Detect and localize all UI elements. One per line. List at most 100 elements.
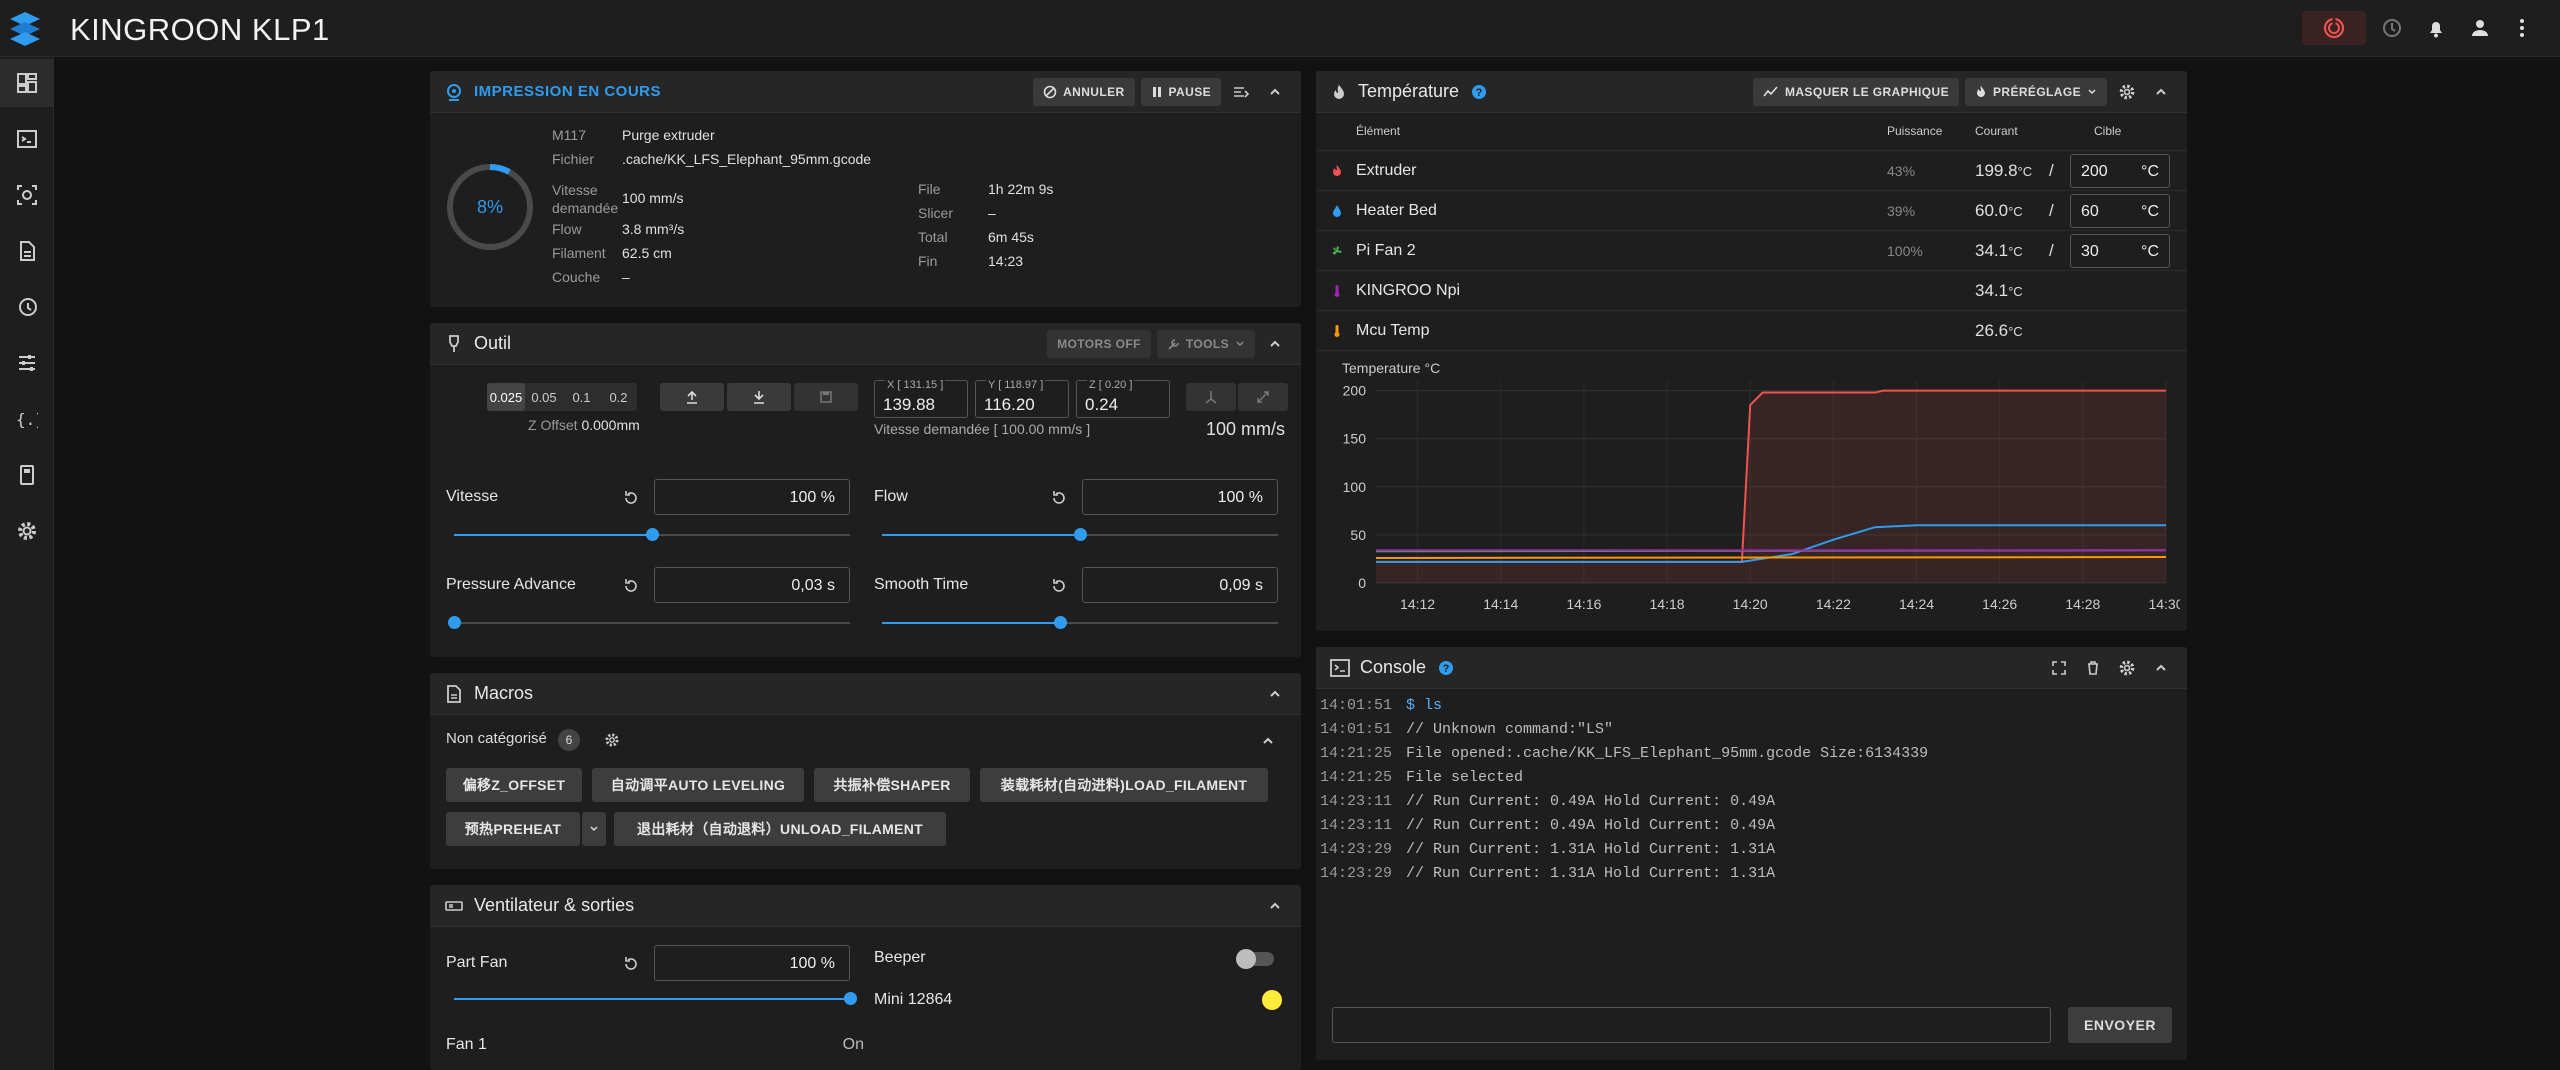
part-fan-slider[interactable] [454, 992, 857, 1005]
nav-files[interactable] [0, 227, 54, 275]
console-timestamp: 14:23:11 [1320, 817, 1393, 834]
nav-config[interactable]: {.} [0, 395, 54, 443]
step-01-button[interactable]: 0.1 [572, 389, 591, 405]
nav-console[interactable] [0, 115, 54, 163]
send-command-button[interactable]: ENVOYER [2068, 1007, 2172, 1043]
target-separator: / [2049, 161, 2054, 180]
tool-slider[interactable] [448, 616, 850, 629]
chart-series-area [1376, 390, 2166, 583]
heater-power: 100% [1887, 243, 1923, 259]
user-icon[interactable] [2466, 14, 2494, 42]
bell-icon[interactable] [2422, 14, 2450, 42]
macro-shaper-button[interactable]: 共振补偿SHAPER [814, 768, 970, 802]
target-temperature-input[interactable]: 200 °C [2070, 154, 2170, 188]
console-message: File selected [1406, 769, 1524, 786]
cancel-print-button[interactable]: ANNULER [1033, 78, 1135, 106]
part-fan-input[interactable]: 100 % [654, 945, 850, 981]
collapse-icon[interactable] [1261, 892, 1289, 920]
exclude-object-icon[interactable] [1227, 78, 1255, 106]
z-position-field[interactable]: Z [ 0.20 ] 0.24 [1076, 379, 1170, 418]
chart-x-tick-label: 14:26 [1982, 596, 2017, 612]
reset-icon[interactable] [622, 955, 640, 973]
home-xy-button[interactable] [1186, 383, 1236, 411]
console-command-input[interactable] [1332, 1007, 2051, 1043]
tools-menu-button[interactable]: TOOLS [1156, 330, 1255, 358]
macro-load-filament-button[interactable]: 装载耗材(自动进料)LOAD_FILAMENT [980, 768, 1268, 802]
nav-history[interactable] [0, 283, 54, 331]
help-icon[interactable]: ? [1471, 84, 1487, 100]
step-02-button[interactable]: 0.2 [609, 389, 628, 405]
reset-icon[interactable] [1050, 577, 1068, 595]
beeper-toggle[interactable] [1236, 949, 1274, 969]
heater-power: 43% [1887, 163, 1916, 179]
collapse-category-icon[interactable] [1261, 734, 1275, 748]
klipper-logo-icon[interactable] [8, 10, 42, 48]
nav-dashboard[interactable] [0, 59, 54, 107]
print-detail-label: Fichier [552, 151, 595, 167]
z-down-button[interactable] [727, 383, 791, 411]
step-005-button[interactable]: 0.05 [531, 389, 557, 405]
gear-icon[interactable] [604, 732, 620, 748]
collapse-icon[interactable] [2147, 78, 2175, 106]
more-menu-icon[interactable] [2508, 14, 2536, 42]
nav-device[interactable] [0, 451, 54, 499]
mini-12864-color-swatch[interactable] [1262, 990, 1282, 1010]
console-message: // Run Current: 1.31A Hold Current: 1.31… [1406, 865, 1776, 882]
macro-zoffset-button[interactable]: 偏移Z_OFFSET [446, 768, 582, 802]
nav-tune[interactable] [0, 339, 54, 387]
target-temperature-input[interactable]: 30 °C [2070, 234, 2170, 268]
tool-slider-input[interactable]: 0,03 s [654, 567, 850, 603]
step-0025-button[interactable]: 0.025 [487, 383, 525, 411]
collapse-icon[interactable] [1261, 680, 1289, 708]
print-detail-label: Vitesse demandée [552, 182, 619, 216]
fans-title: Ventilateur & sorties [474, 895, 635, 915]
console-timestamp: 14:21:25 [1320, 745, 1393, 762]
help-icon[interactable]: ? [1438, 660, 1454, 676]
collapse-icon[interactable] [1261, 78, 1289, 106]
flame-icon [1334, 84, 1344, 99]
sensor-name: Heater Bed [1356, 202, 1437, 219]
y-position-field[interactable]: Y [ 118.97 ] 116.20 [975, 379, 1069, 418]
expand-icon [1257, 391, 1269, 403]
preset-menu-button[interactable]: PRÉRÉGLAGE [1964, 78, 2107, 106]
tool-slider[interactable] [454, 528, 850, 541]
tool-slider-input[interactable]: 100 % [1082, 479, 1278, 515]
console-message: // Run Current: 1.31A Hold Current: 1.31… [1406, 841, 1776, 858]
target-temperature-input[interactable]: 60 °C [2070, 194, 2170, 228]
motors-off-button[interactable]: MOTORS OFF [1047, 330, 1151, 358]
expand-jog-button[interactable] [1238, 383, 1288, 411]
reset-icon[interactable] [622, 489, 640, 507]
z-up-button[interactable] [660, 383, 724, 411]
trash-icon[interactable] [2079, 654, 2107, 682]
console-line: 14:01:51 // Unknown command:"LS" [1320, 721, 1613, 738]
pause-print-button[interactable]: PAUSE [1140, 78, 1221, 106]
current-temperature-unit: °C [2008, 324, 2023, 339]
gear-icon[interactable] [2113, 654, 2141, 682]
flame-icon [1333, 165, 1341, 176]
emergency-stop-button[interactable] [2302, 11, 2366, 45]
update-icon[interactable] [2378, 14, 2406, 42]
macro-unload-filament-button[interactable]: 退出耗材（自动退料）UNLOAD_FILAMENT [614, 812, 946, 846]
macro-preheat-button[interactable]: 预热PREHEAT [446, 812, 580, 846]
nav-settings[interactable] [0, 507, 54, 555]
reset-icon[interactable] [622, 577, 640, 595]
history-icon [19, 298, 37, 316]
gear-icon[interactable] [2113, 78, 2141, 106]
tool-slider[interactable] [882, 616, 1278, 629]
tool-slider[interactable] [882, 528, 1278, 541]
console-timestamp: 14:01:51 [1320, 721, 1393, 738]
collapse-icon[interactable] [1261, 330, 1289, 358]
macro-auto-leveling-button[interactable]: 自动调平AUTO LEVELING [592, 768, 804, 802]
tool-slider-input[interactable]: 0,09 s [1082, 567, 1278, 603]
macro-preheat-dropdown[interactable] [582, 812, 606, 846]
hide-graph-button[interactable]: MASQUER LE GRAPHIQUE [1752, 78, 1959, 106]
fullscreen-icon[interactable] [2045, 654, 2073, 682]
save-zoffset-button[interactable] [794, 383, 858, 411]
x-position-field[interactable]: X [ 131.15 ] 139.88 [874, 379, 968, 418]
collapse-icon[interactable] [2147, 654, 2175, 682]
fan-icon [1332, 246, 1342, 255]
tool-slider-input[interactable]: 100 % [654, 479, 850, 515]
svg-text:{.}: {.} [16, 410, 38, 429]
nav-webcam[interactable] [0, 171, 54, 219]
reset-icon[interactable] [1050, 489, 1068, 507]
